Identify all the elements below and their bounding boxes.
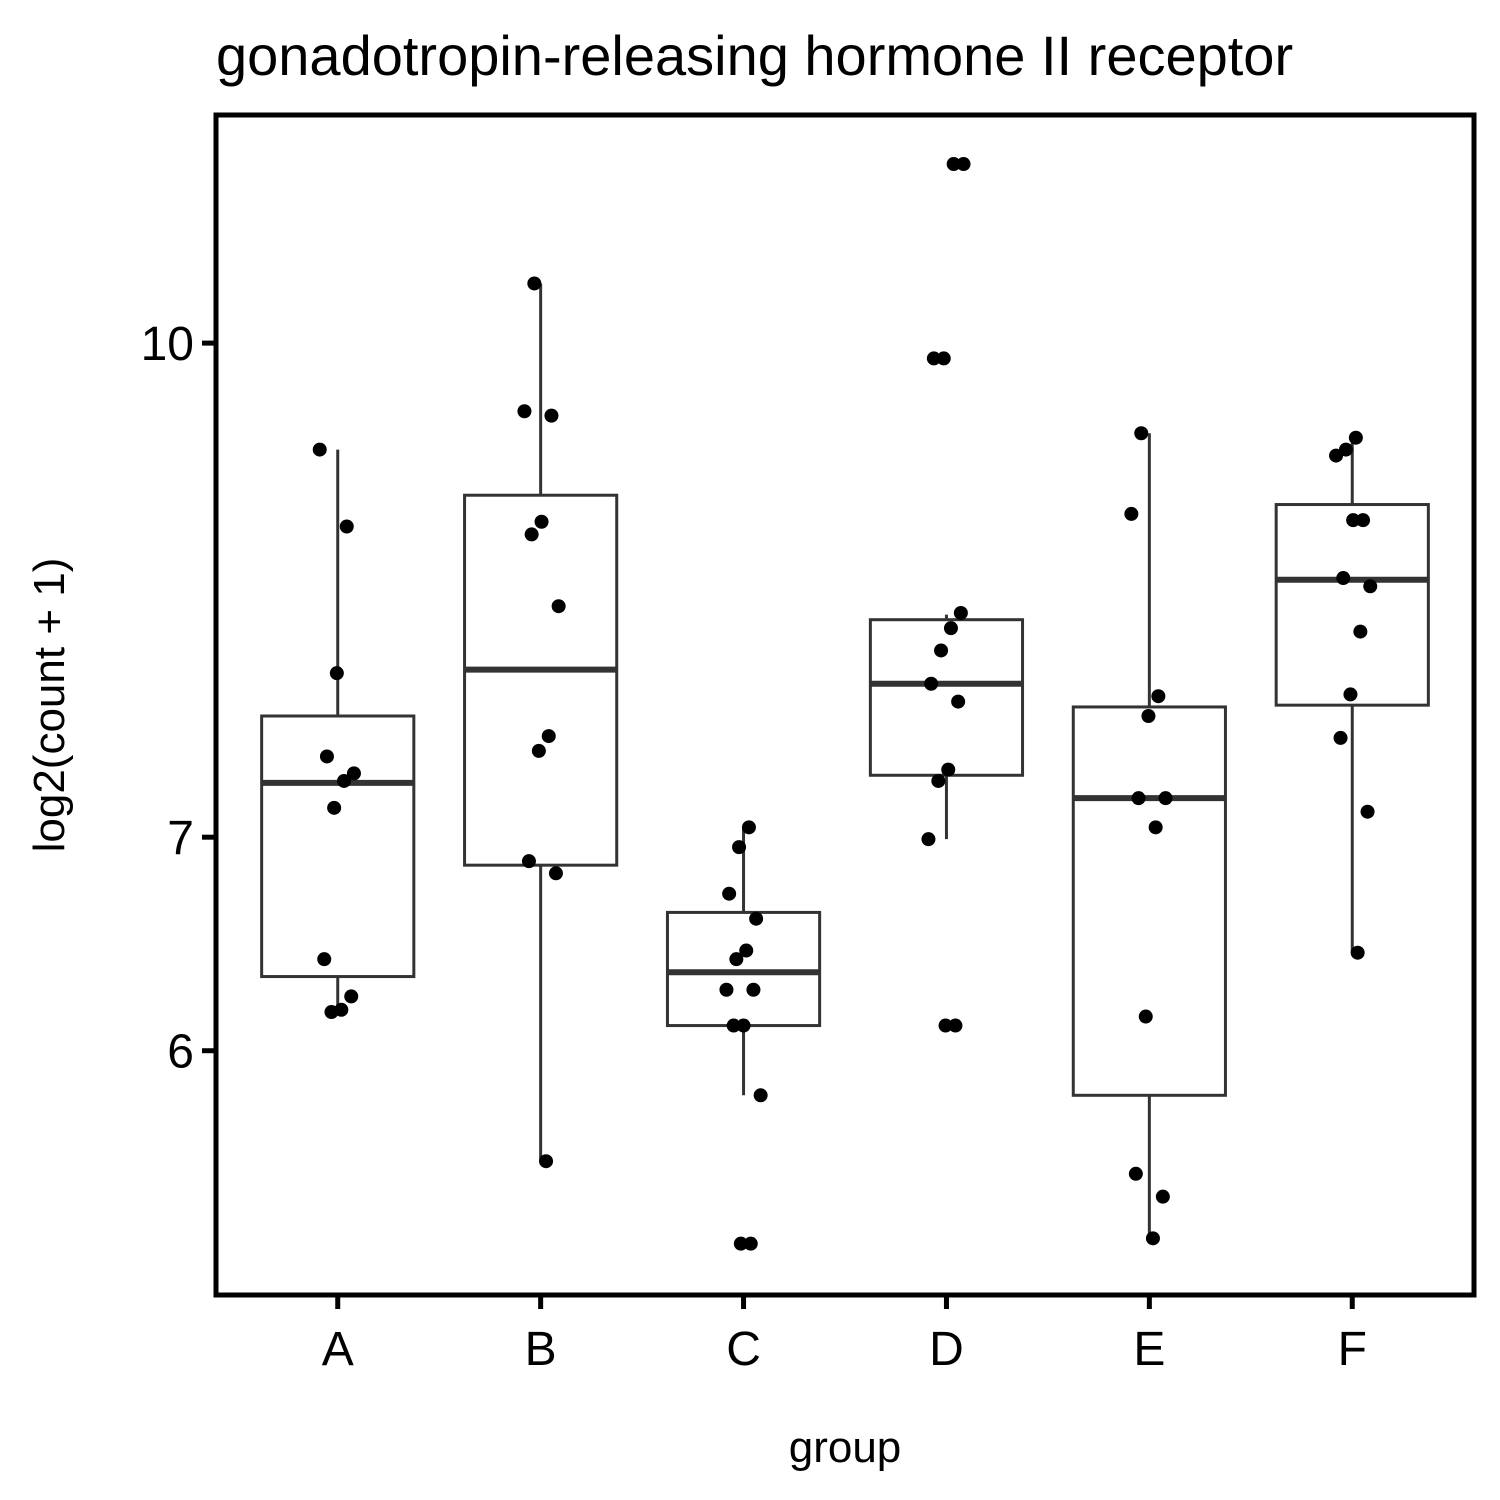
data-point xyxy=(732,840,747,855)
x-tick-label: D xyxy=(929,1323,964,1376)
data-point xyxy=(746,982,761,997)
data-point xyxy=(1343,687,1358,702)
data-point xyxy=(941,762,956,777)
data-point xyxy=(317,952,332,967)
data-point xyxy=(1350,945,1365,960)
data-point xyxy=(953,605,968,620)
y-tick-label: 10 xyxy=(141,318,194,371)
data-point xyxy=(524,527,539,542)
box xyxy=(868,618,1025,777)
data-point xyxy=(719,982,734,997)
data-point xyxy=(1128,1166,1143,1181)
data-point xyxy=(346,766,361,781)
data-point xyxy=(534,514,549,529)
box xyxy=(1274,503,1430,707)
data-point xyxy=(319,749,334,764)
data-point xyxy=(934,643,949,658)
data-point xyxy=(1155,1189,1170,1204)
data-point xyxy=(946,157,961,172)
data-point xyxy=(312,442,327,457)
data-point xyxy=(931,773,946,788)
data-point xyxy=(741,820,756,835)
data-point xyxy=(329,666,344,681)
y-tick-label: 6 xyxy=(167,1026,194,1079)
data-point xyxy=(1336,571,1351,586)
panel-border xyxy=(213,112,1477,1298)
data-point xyxy=(541,729,556,744)
data-point xyxy=(1356,513,1371,528)
data-point xyxy=(521,854,536,869)
data-point xyxy=(1151,689,1166,704)
data-point xyxy=(344,989,359,1004)
data-point xyxy=(1353,624,1368,639)
data-point xyxy=(531,743,546,758)
chart-title: gonadotropin-releasing hormone II recept… xyxy=(216,24,1293,87)
box xyxy=(463,493,619,867)
data-point xyxy=(921,832,936,847)
data-point xyxy=(1145,1231,1160,1246)
data-point xyxy=(938,1018,953,1033)
data-point xyxy=(551,599,566,614)
data-point xyxy=(736,1018,751,1033)
data-point xyxy=(1148,820,1163,835)
data-point xyxy=(339,519,354,534)
data-point xyxy=(726,1018,741,1033)
data-point xyxy=(1138,1009,1153,1024)
data-point xyxy=(337,773,352,788)
data-point xyxy=(1124,506,1139,521)
data-point xyxy=(1363,579,1378,594)
data-point xyxy=(926,351,941,366)
data-point xyxy=(544,408,559,423)
data-point xyxy=(948,1018,963,1033)
data-point xyxy=(739,943,754,958)
x-tick-label: B xyxy=(525,1323,557,1376)
data-point xyxy=(749,911,764,926)
data-point xyxy=(753,1088,768,1103)
x-tick-label: A xyxy=(322,1323,354,1376)
box xyxy=(260,714,416,979)
data-point xyxy=(722,886,737,901)
box xyxy=(1071,705,1227,1097)
y-axis-label: log2(count + 1) xyxy=(25,558,74,853)
data-point xyxy=(1158,791,1173,806)
data-point xyxy=(956,157,971,172)
data-point xyxy=(324,1005,339,1020)
data-point xyxy=(743,1236,758,1251)
data-point xyxy=(924,676,939,691)
data-point xyxy=(936,351,951,366)
data-point xyxy=(733,1236,748,1251)
data-point xyxy=(517,404,532,419)
data-point xyxy=(1329,448,1344,463)
data-point xyxy=(1360,804,1375,819)
data-point xyxy=(1348,430,1363,445)
data-point xyxy=(729,952,744,967)
box xyxy=(665,910,822,1028)
data-point xyxy=(1141,708,1156,723)
data-point xyxy=(1131,791,1146,806)
x-tick-label: E xyxy=(1133,1323,1165,1376)
x-axis-label: group xyxy=(789,1423,902,1472)
data-point xyxy=(1333,730,1348,745)
data-point xyxy=(943,621,958,636)
data-point xyxy=(951,694,966,709)
data-point xyxy=(527,276,542,291)
x-tick-label: F xyxy=(1338,1323,1367,1376)
data-point xyxy=(327,800,342,815)
x-tick-label: C xyxy=(726,1323,761,1376)
y-tick-label: 7 xyxy=(167,812,194,865)
data-point xyxy=(548,866,563,881)
data-point xyxy=(1134,426,1149,441)
data-point xyxy=(1346,513,1361,528)
data-point xyxy=(539,1154,554,1169)
